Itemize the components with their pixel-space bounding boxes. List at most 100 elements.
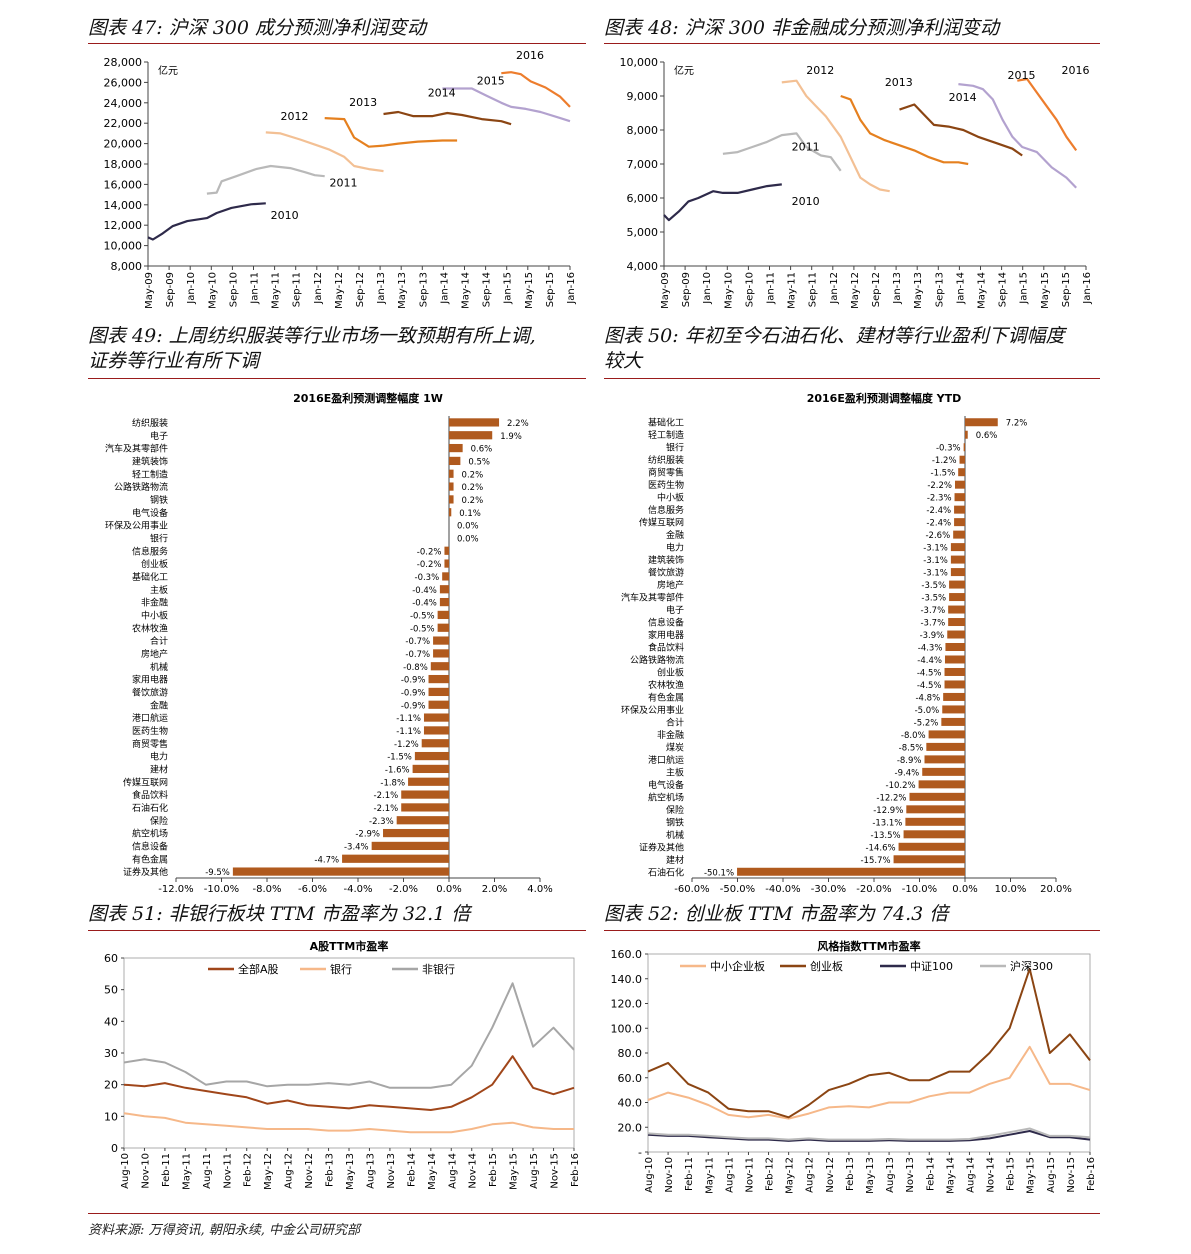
x-tick-label: -10.0% xyxy=(902,884,937,895)
x-tick-label: Sep-10 xyxy=(744,272,755,307)
series-line-2015 xyxy=(958,83,1077,189)
value-label: -0.8% xyxy=(403,663,428,673)
bar-创业板 xyxy=(944,667,965,676)
category-label: 餐饮旅游 xyxy=(132,686,168,698)
bar-纺织服装 xyxy=(449,418,500,427)
value-label: -2.4% xyxy=(926,506,951,516)
y-tick-label: 40 xyxy=(104,1015,118,1028)
series-label: 2011 xyxy=(792,140,820,153)
bar-食品饮料 xyxy=(401,790,449,799)
x-tick-label: Jan-15 xyxy=(1019,272,1030,305)
value-label: -0.2% xyxy=(417,547,442,557)
chart-f48: 4,000 5,000 6,000 7,000 8,000 9,000 10,000 May-… xyxy=(620,56,1094,309)
y-tick-label: 5,000 xyxy=(627,226,659,239)
figure-50-title-line1: 图表 50: 年初至今石油石化、建材等行业盈利下调幅度 xyxy=(604,325,1065,347)
bar-证券及其他 xyxy=(898,842,965,851)
y-tick-label: - xyxy=(638,1146,642,1159)
figure-50-title: 图表 50: 年初至今石油石化、建材等行业盈利下调幅度 较大 xyxy=(604,324,1065,374)
category-label: 汽车及其零部件 xyxy=(621,592,684,604)
series-label: 2014 xyxy=(949,91,977,104)
bar-餐饮旅游 xyxy=(428,687,449,697)
value-label: 2.2% xyxy=(507,419,529,429)
category-label: 建筑装饰 xyxy=(132,455,168,467)
category-label: 商贸零售 xyxy=(648,467,684,479)
x-tick-label: Feb-16 xyxy=(570,1153,581,1187)
series-label: 2016 xyxy=(1061,64,1089,77)
bar-房地产 xyxy=(433,649,449,658)
x-tick-label: Feb-15 xyxy=(1006,1157,1017,1191)
bar-基础化工 xyxy=(965,418,998,427)
x-tick-label: Feb-14 xyxy=(406,1153,417,1187)
x-tick-label: May-11 xyxy=(704,1157,715,1194)
x-tick-label: Sep-12 xyxy=(871,272,882,307)
x-tick-label: Aug-13 xyxy=(885,1157,896,1193)
x-tick-label: Aug-12 xyxy=(284,1153,295,1189)
bar-非金融 xyxy=(439,597,449,607)
value-label: -0.7% xyxy=(405,637,430,647)
category-label: 创业板 xyxy=(141,558,168,570)
legend-label: 中小企业板 xyxy=(710,959,765,973)
x-tick-label: Jan-16 xyxy=(1082,272,1093,305)
value-label: -2.3% xyxy=(369,817,394,827)
value-label: -0.7% xyxy=(405,650,430,660)
value-label: 0.5% xyxy=(468,457,490,467)
category-label: 信息设备 xyxy=(132,840,168,852)
x-tick-label: Nov-11 xyxy=(744,1157,755,1193)
bar-石油石化 xyxy=(401,803,449,812)
value-label: -4.4% xyxy=(917,656,942,666)
x-tick-label: Nov-15 xyxy=(1066,1157,1077,1193)
value-label: -0.4% xyxy=(412,586,437,596)
x-tick-label: Feb-15 xyxy=(488,1153,499,1187)
bar-医药生物 xyxy=(423,726,449,735)
x-tick-label: Sep-11 xyxy=(292,272,303,307)
bar-汽车及其零部件 xyxy=(449,443,463,453)
chart-f52: 风格指数TTM市盈率 - 20.0 40.0 60.0 80.0 100.0 120.0 140… xyxy=(611,939,1098,1194)
category-label: 银行 xyxy=(666,442,684,454)
x-tick-label: -12.0% xyxy=(158,884,193,895)
x-tick-label: May-12 xyxy=(850,272,861,309)
value-label: -3.9% xyxy=(920,631,945,641)
bar-机械 xyxy=(430,662,449,671)
source-note: 资料来源: 万得资讯, 朝阳永续, 中金公司研究部 xyxy=(88,1223,361,1238)
value-label: -12.9% xyxy=(873,806,903,816)
x-tick-label: Sep-09 xyxy=(165,272,176,307)
value-label: -0.9% xyxy=(401,676,426,686)
value-label: 0.0% xyxy=(457,522,479,532)
category-label: 航空机场 xyxy=(132,828,168,840)
y-tick-label: 40.0 xyxy=(618,1097,643,1110)
x-tick-label: Aug-11 xyxy=(202,1153,213,1189)
y-tick-label: 30 xyxy=(104,1047,118,1060)
value-label: -4.5% xyxy=(917,681,942,691)
x-tick-label: May-14 xyxy=(977,272,988,309)
value-label: -0.3% xyxy=(415,573,440,583)
value-label: -4.5% xyxy=(917,668,942,678)
x-tick-label: Nov-13 xyxy=(905,1157,916,1193)
x-tick-label: 0.0% xyxy=(436,884,461,895)
series-line-非银行 xyxy=(123,982,575,1089)
series-line-2013 xyxy=(840,94,969,166)
bar-电力 xyxy=(950,543,965,552)
category-label: 基础化工 xyxy=(648,417,684,429)
y-tick-label: 4,000 xyxy=(627,260,659,273)
category-label: 中小板 xyxy=(141,609,168,621)
category-label: 农林牧渔 xyxy=(648,679,684,691)
category-label: 汽车及其零部件 xyxy=(105,443,168,455)
bar-保险 xyxy=(906,805,965,814)
bar-公路铁路物流 xyxy=(449,482,454,491)
chart-f49: 2016E盈利预测调整幅度 1W -12.0% -10.0% -8.0% -6.0% -4… xyxy=(105,391,553,895)
series-line-2014 xyxy=(383,110,512,126)
value-label: -2.9% xyxy=(355,830,380,840)
chart-title: A股TTM市盈率 xyxy=(310,939,389,953)
x-tick-label: Feb-14 xyxy=(925,1157,936,1191)
series-line-2015 xyxy=(442,87,571,123)
x-tick-label: Feb-13 xyxy=(845,1157,856,1191)
x-tick-label: May-11 xyxy=(181,1153,192,1190)
value-label: -14.6% xyxy=(865,843,895,853)
x-tick-label: -20.0% xyxy=(856,884,891,895)
x-tick-label: Feb-11 xyxy=(161,1153,172,1187)
bar-食品饮料 xyxy=(945,643,965,651)
category-label: 家用电器 xyxy=(132,674,168,686)
bar-保险 xyxy=(396,816,449,825)
value-label: 0.0% xyxy=(457,534,479,544)
bar-证券及其他 xyxy=(232,867,449,876)
